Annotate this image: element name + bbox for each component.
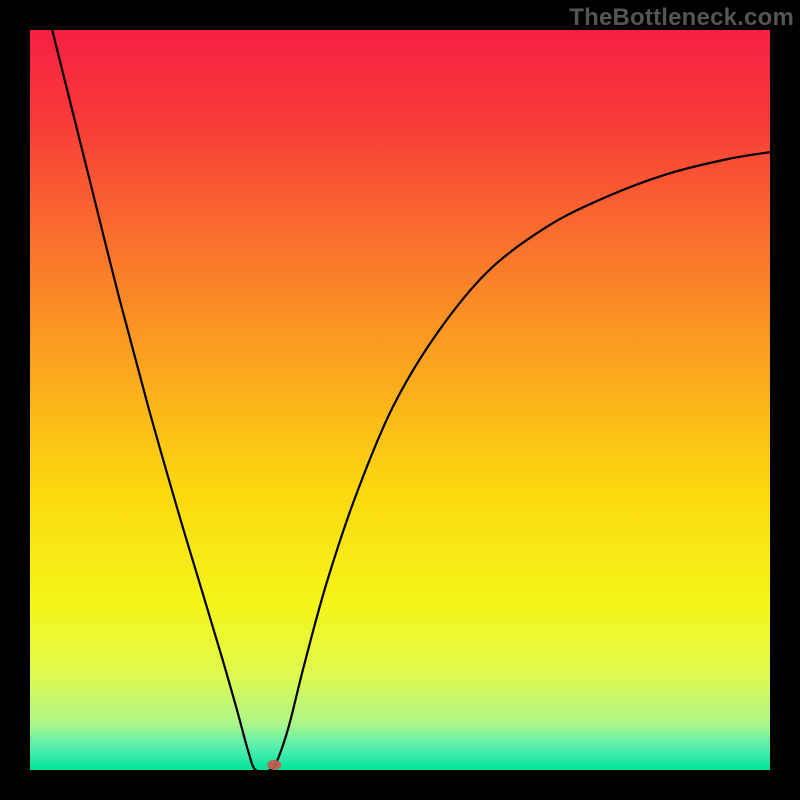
chart-plot-area xyxy=(30,30,770,770)
chart-background xyxy=(30,30,770,770)
optimum-marker xyxy=(267,760,281,770)
watermark-text: TheBottleneck.com xyxy=(569,4,794,32)
chart-svg xyxy=(30,30,770,770)
